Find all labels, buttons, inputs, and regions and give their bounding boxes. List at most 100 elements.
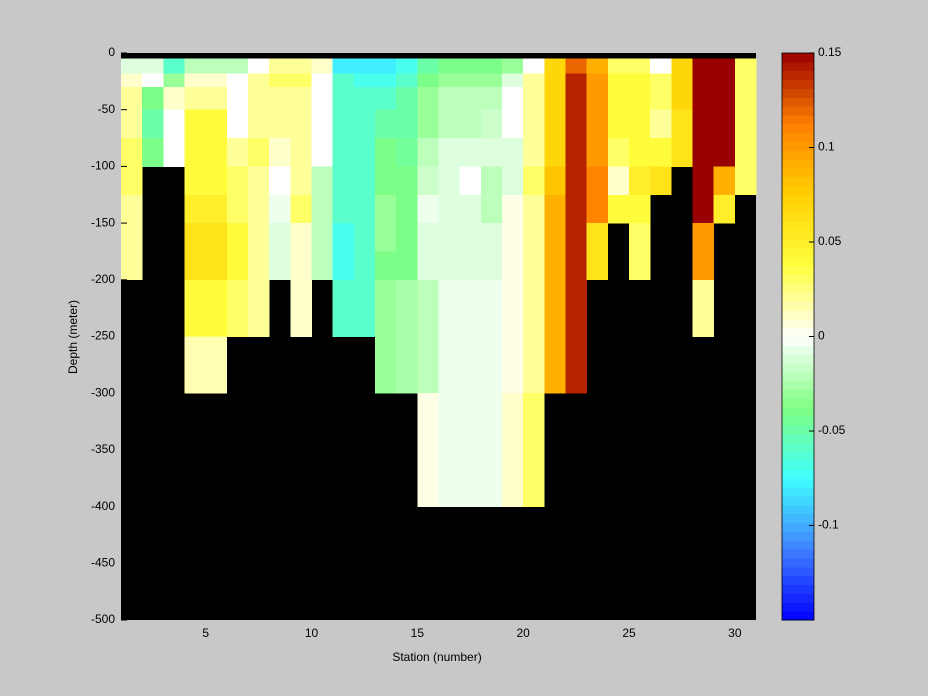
- heatmap-cell: [523, 87, 545, 111]
- heatmap-cell: [205, 87, 228, 111]
- heatmap-cell: [734, 109, 757, 139]
- heatmap-cell: [565, 73, 588, 88]
- heatmap-cell: [417, 58, 439, 74]
- heatmap-cell: [269, 109, 291, 139]
- colorbar-swatch: [782, 389, 814, 400]
- heatmap-cell: [396, 223, 418, 252]
- colorbar-swatch: [782, 504, 814, 515]
- colorbar-swatch: [782, 487, 814, 497]
- heatmap-cell: [248, 109, 270, 139]
- colorbar-swatch: [782, 602, 814, 612]
- heatmap-cell: [417, 109, 439, 139]
- heatmap-cell: [480, 279, 503, 337]
- heatmap-cell: [607, 73, 630, 88]
- heatmap-cell: [332, 109, 355, 139]
- colorbar-swatch: [782, 115, 814, 125]
- heatmap-cell: [184, 138, 207, 167]
- heatmap-cell: [438, 166, 461, 196]
- heatmap-cell: [671, 109, 693, 139]
- colorbar-swatch: [782, 194, 814, 205]
- heatmap-cell: [184, 87, 207, 111]
- heatmap-cell: [332, 73, 355, 88]
- heatmap-cell: [290, 87, 312, 111]
- heatmap-cell: [480, 138, 503, 167]
- colorbar-swatch: [782, 265, 814, 275]
- heatmap-cell: [734, 58, 757, 74]
- colorbar-swatch: [782, 345, 814, 355]
- heatmap-cell: [226, 166, 249, 196]
- heatmap-cell: [713, 138, 736, 167]
- heatmap-cell: [438, 194, 461, 224]
- heatmap-cell: [205, 58, 228, 74]
- heatmap-cell: [332, 138, 355, 167]
- colorbar-swatch: [782, 380, 814, 391]
- heatmap-cell: [375, 194, 397, 224]
- heatmap-cell: [353, 279, 376, 337]
- heatmap-cell: [396, 58, 418, 74]
- heatmap-cell: [692, 194, 715, 224]
- colorbar-swatch: [782, 79, 814, 89]
- heatmap-cell: [417, 251, 439, 281]
- heatmap-cell: [459, 223, 482, 252]
- heatmap-cell: [121, 251, 143, 281]
- heatmap-cell: [734, 166, 757, 196]
- heatmap-cell: [121, 87, 143, 111]
- heatmap-cell: [375, 58, 397, 74]
- heatmap-cell: [544, 223, 566, 252]
- heatmap-cell: [353, 58, 376, 74]
- heatmap-cell: [290, 166, 312, 196]
- y-tick-label: -50: [98, 102, 116, 116]
- y-tick-label: -250: [91, 329, 115, 343]
- heatmap-cell: [121, 58, 143, 74]
- heatmap-cell: [290, 251, 312, 281]
- heatmap-cell: [121, 166, 143, 196]
- heatmap-cell: [629, 73, 651, 88]
- colorbar-swatch: [782, 203, 814, 213]
- heatmap-cell: [184, 73, 207, 88]
- heatmap-cell: [480, 87, 503, 111]
- heatmap-cell: [226, 279, 249, 337]
- heatmap-cell: [480, 336, 503, 394]
- heatmap-cell: [523, 73, 545, 88]
- heatmap-cell: [396, 279, 418, 337]
- heatmap-cell: [692, 73, 715, 88]
- heatmap-cell: [502, 251, 524, 281]
- heatmap-cell: [459, 166, 482, 196]
- heatmap-cell: [480, 166, 503, 196]
- heatmap-cell: [396, 109, 418, 139]
- heatmap-cell: [269, 138, 291, 167]
- colorbar-swatch: [782, 416, 814, 426]
- colorbar-swatch: [782, 274, 814, 284]
- heatmap-cell: [607, 166, 630, 196]
- colorbar-swatch: [782, 177, 814, 187]
- heatmap-cell: [290, 138, 312, 167]
- heatmap-cell: [565, 194, 588, 224]
- heatmap-cell: [248, 223, 270, 252]
- colorbar-swatch: [782, 478, 814, 488]
- heatmap-cell: [502, 87, 524, 111]
- heatmap-cell: [692, 138, 715, 167]
- heatmap-cell: [121, 138, 143, 167]
- heatmap-cell: [459, 138, 482, 167]
- colorbar-swatch: [782, 132, 814, 143]
- heatmap-cell: [184, 336, 207, 394]
- heatmap-cell: [226, 194, 249, 224]
- colorbar-swatch: [782, 557, 814, 568]
- heatmap-cell: [523, 166, 545, 196]
- colorbar-swatch: [782, 106, 814, 116]
- heatmap-cell: [311, 251, 334, 281]
- colorbar-tick-label: 0.05: [818, 234, 842, 248]
- heatmap-cell: [734, 87, 757, 111]
- heatmap-cell: [523, 138, 545, 167]
- colorbar-tick-label: 0.1: [818, 140, 835, 154]
- heatmap-cell: [438, 251, 461, 281]
- heatmap-cell: [311, 194, 334, 224]
- heatmap-cell: [650, 166, 672, 196]
- heatmap-cell: [396, 138, 418, 167]
- heatmap-cell: [375, 336, 397, 394]
- colorbar-swatch: [782, 549, 814, 559]
- colorbar-swatch: [782, 123, 814, 134]
- colorbar-swatch: [782, 53, 814, 63]
- heatmap-cell: [713, 58, 736, 74]
